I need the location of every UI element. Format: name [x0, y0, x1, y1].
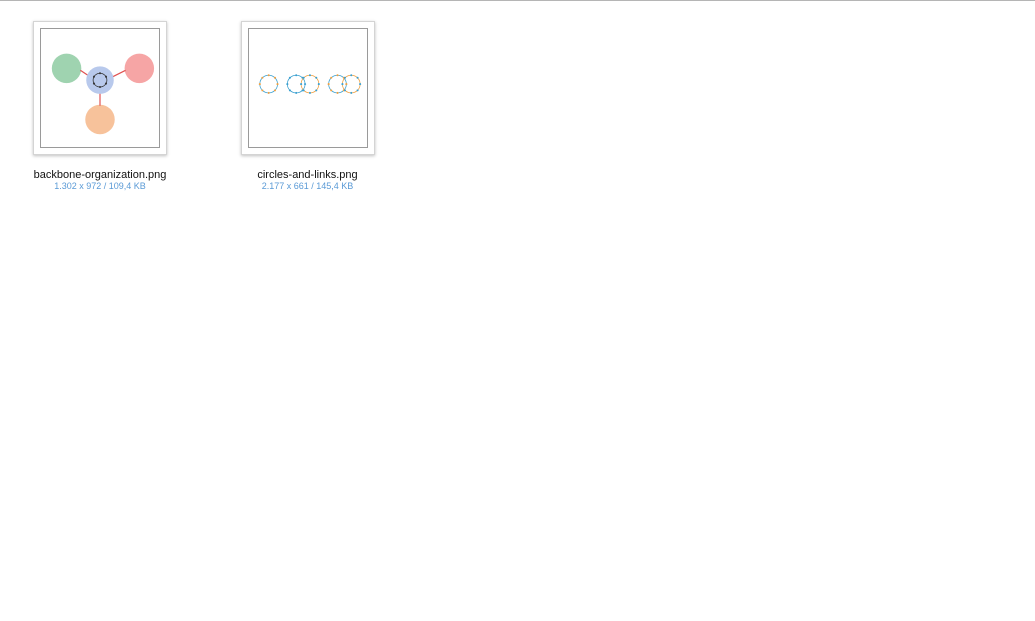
thumbnail-shape	[308, 74, 311, 77]
file-item[interactable]: backbone-organization.png 1.302 x 972 / 1…	[5, 21, 195, 192]
thumbnail-shape	[327, 83, 330, 86]
thumbnail-shape	[340, 83, 343, 86]
thumbnail-shape	[288, 76, 291, 79]
thumbnail-shape	[314, 76, 317, 79]
thumbnail-shape	[294, 74, 297, 77]
thumbnail-shape	[335, 91, 339, 94]
thumbnail-shape	[335, 74, 339, 77]
thumbnail-shape	[92, 82, 96, 85]
thumbnail-shape	[302, 76, 305, 79]
thumbnail-shape	[92, 75, 96, 78]
thumbnail-shape	[258, 83, 261, 86]
file-name: circles-and-links.png	[257, 169, 358, 181]
thumbnail	[240, 21, 375, 155]
thumbnail-shape	[308, 91, 311, 94]
thumbnail-shape	[124, 53, 155, 84]
thumbnail-shape	[275, 83, 279, 86]
thumbnail-shape	[356, 89, 359, 92]
thumbnail-shape	[260, 89, 263, 92]
thumbnail-shape	[317, 83, 320, 86]
thumbnail-shape	[98, 85, 102, 89]
thumbnail-shape	[343, 76, 346, 79]
thumbnail-shape	[273, 89, 276, 92]
thumbnail-shape	[267, 74, 270, 77]
thumbnail-shape	[267, 91, 270, 94]
thumbnail-shape	[349, 91, 352, 94]
thumbnail-shape	[85, 104, 115, 135]
thumbnail-shape	[299, 83, 302, 86]
thumbnail-shape	[294, 91, 297, 94]
thumbnail-shape	[302, 89, 305, 92]
thumbnail-image	[247, 28, 368, 148]
thumbnail-shape	[285, 83, 288, 86]
thumbnail-shape	[273, 76, 276, 79]
thumbnail-shape	[358, 83, 361, 86]
file-info: 2.177 x 661 / 145,4 KB	[261, 181, 354, 191]
thumbnail-shape	[86, 66, 114, 94]
thumbnail-shape	[314, 89, 317, 92]
file-name: backbone-organization.png	[33, 169, 167, 181]
file-item[interactable]: circles-and-links.png 2.177 x 661 / 145,4…	[213, 21, 403, 192]
thumbnail-shape	[343, 89, 346, 92]
thumbnail-shape	[288, 89, 291, 92]
thumbnail-shape	[356, 76, 359, 79]
thumbnail-shape	[344, 83, 347, 86]
thumbnail	[33, 21, 167, 155]
thumbnail-shape	[51, 53, 82, 84]
thumbnail-shape	[104, 75, 108, 78]
thumbnail-shape	[260, 76, 263, 79]
thumbnail-shape	[349, 74, 352, 77]
thumbnail-shape	[303, 83, 306, 86]
thumbnail-image	[40, 28, 160, 148]
thumbnail-shape	[329, 76, 332, 79]
thumbnail-shape	[329, 89, 332, 92]
thumbnail-shape	[98, 72, 102, 75]
thumbnail-shape	[104, 82, 108, 85]
file-info: 1.302 x 972 / 109,4 KB	[54, 181, 146, 191]
